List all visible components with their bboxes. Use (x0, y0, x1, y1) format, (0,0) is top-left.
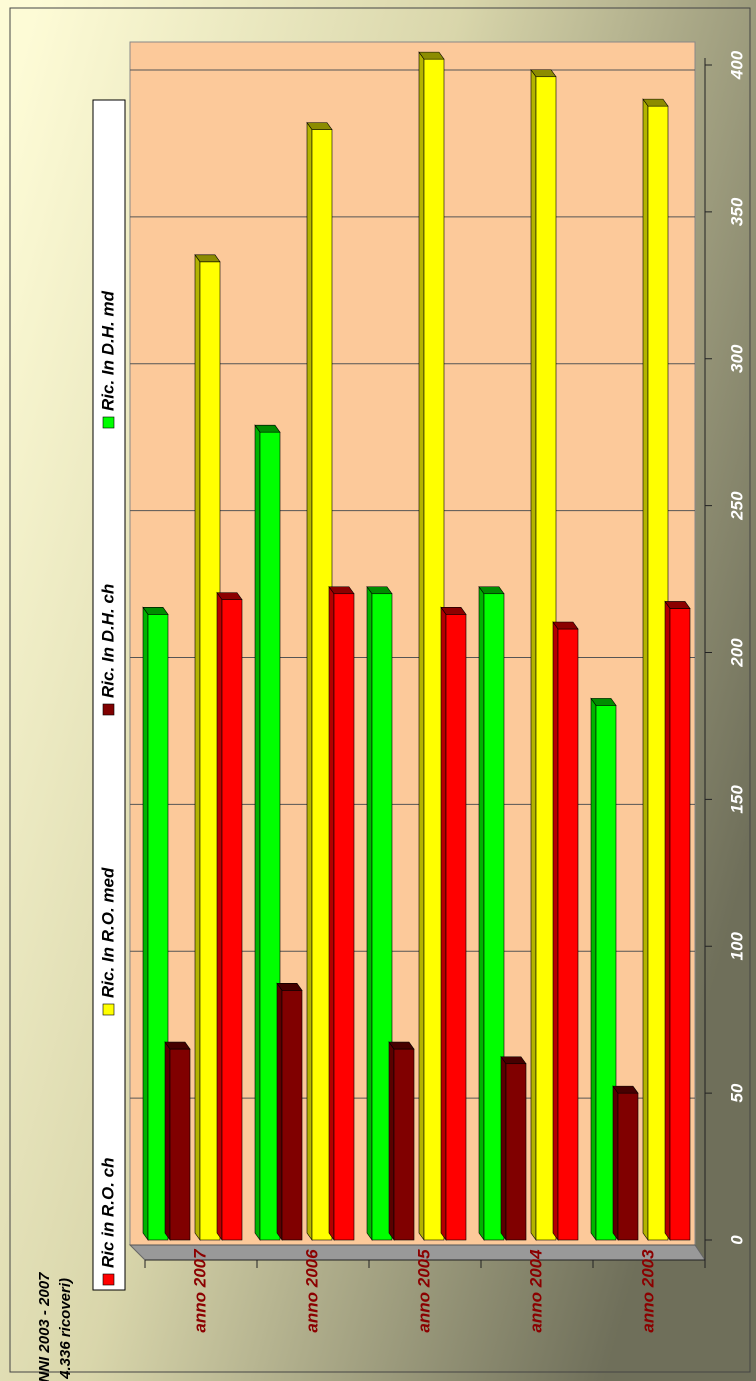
x-tick-label: anno 2006 (302, 1249, 321, 1333)
bar-side (216, 591, 223, 1241)
bar-side (478, 585, 485, 1241)
bar (393, 1048, 415, 1241)
legend-swatch (102, 1003, 115, 1016)
x-tick-label: anno 2004 (526, 1249, 545, 1333)
x-tick-label: anno 2005 (414, 1249, 433, 1333)
legend (92, 99, 126, 1291)
bar-side (194, 253, 201, 1241)
bar-cap (194, 254, 221, 263)
bar-side (552, 621, 559, 1241)
bar-side (366, 585, 373, 1241)
chart-border (9, 7, 751, 1373)
bar-side (418, 51, 425, 1241)
y-tick-label: 400 (727, 50, 746, 80)
bar-cap (500, 1056, 527, 1065)
chart-subtitle: ( 4.336 ricoveri) (57, 1278, 74, 1381)
legend-label: Ric. In D.H. md (98, 290, 117, 411)
y-tick-label: 100 (727, 932, 746, 961)
legend-label: Ric. In R.O. med (98, 867, 117, 998)
bar-cap (418, 51, 445, 60)
bar-side (642, 98, 649, 1241)
bar-side (612, 1085, 619, 1241)
bar (445, 614, 467, 1241)
bar-cap (216, 592, 243, 600)
bar-side (388, 1041, 395, 1241)
bar-cap (664, 601, 691, 609)
legend-label: Ric. In D.H. ch (98, 584, 117, 698)
bar-side (500, 1055, 507, 1241)
bar-cap (254, 424, 281, 433)
bar-side (664, 600, 671, 1241)
bar-side (254, 424, 261, 1241)
rotated-chart: ANNI 2003 - 2007 ( 4.336 ricoveri) 0 50 10… (36, 41, 746, 1381)
bar (333, 593, 355, 1241)
legend-label: Ric in R.O. ch (98, 1157, 117, 1268)
bar-side (276, 982, 283, 1241)
y-tick-label: 250 (727, 491, 746, 521)
bar-side (328, 585, 335, 1241)
chart-title: ANNI 2003 - 2007 (36, 1272, 53, 1381)
legend-swatch (102, 1273, 115, 1286)
x-tick-label: anno 2003 (638, 1249, 657, 1333)
x-tick-label: anno 2007 (190, 1248, 209, 1333)
bar-side (164, 1041, 171, 1241)
bar-cap (612, 1085, 639, 1094)
legend-swatch (102, 703, 115, 716)
bar-side (306, 121, 313, 1241)
bar-cap (478, 586, 505, 595)
bar (221, 599, 243, 1241)
bar (281, 990, 303, 1241)
y-tick-label: 300 (727, 344, 746, 373)
bar-side (142, 606, 149, 1241)
bar (169, 1048, 191, 1241)
bar (557, 628, 579, 1241)
bar-cap (388, 1041, 415, 1050)
legend-swatch (102, 416, 115, 429)
bar-cap (366, 586, 393, 595)
bar-cap (164, 1041, 191, 1050)
bar (617, 1092, 639, 1241)
y-tick-label: 150 (727, 785, 746, 814)
bar-cap (590, 698, 617, 706)
bar-cap (328, 586, 355, 595)
bar-cap (440, 607, 467, 615)
bar (505, 1063, 527, 1241)
y-tick-label: 50 (727, 1083, 746, 1102)
bar-cap (552, 621, 579, 630)
bar-side (530, 68, 537, 1241)
y-tick-label: 200 (727, 638, 746, 668)
bar-side (440, 606, 447, 1241)
bar-cap (306, 122, 333, 130)
bar-side (590, 697, 597, 1241)
bar-cap (276, 983, 303, 991)
bar-cap (530, 69, 557, 78)
bar-cap (642, 98, 669, 107)
y-tick-label: 350 (727, 197, 746, 226)
bar-cap (142, 607, 169, 615)
y-tick-label: 0 (727, 1235, 746, 1245)
bar (669, 608, 691, 1241)
